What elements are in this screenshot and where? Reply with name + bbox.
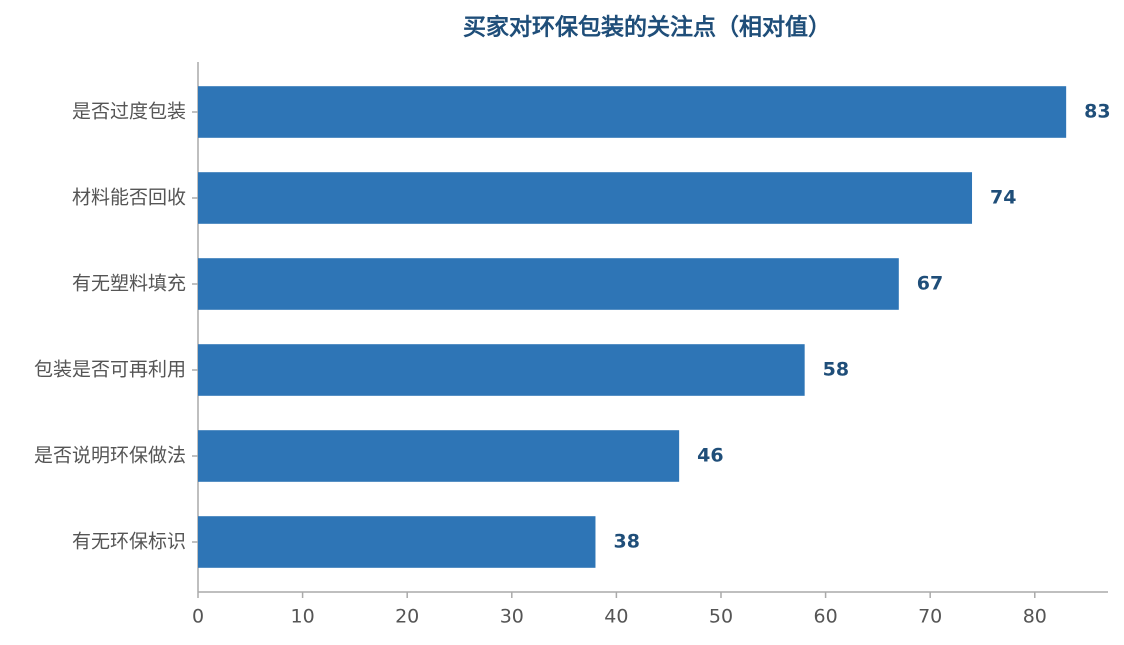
y-tick-label: 包装是否可再利用 [34,359,186,381]
y-tick-label: 是否过度包装 [72,101,186,123]
y-tick-label: 是否说明环保做法 [34,445,186,467]
x-tick-label: 40 [604,606,628,628]
x-tick-label: 50 [709,606,733,628]
x-tick-label: 70 [918,606,942,628]
x-tick-label: 80 [1023,606,1047,628]
y-tick-label: 材料能否回收 [72,187,186,209]
bar [198,344,805,396]
value-label: 46 [697,445,723,467]
bar [198,430,680,482]
value-label: 67 [917,273,943,295]
chart-title: 买家对环保包装的关注点（相对值） [463,14,831,41]
y-tick-label: 有无塑料填充 [72,273,186,295]
x-tick-label: 10 [291,606,315,628]
value-label: 74 [990,187,1016,209]
y-tick-label: 有无环保标识 [72,531,186,553]
x-tick-label: 30 [500,606,524,628]
bar [198,258,899,310]
x-tick-label: 60 [813,606,837,628]
value-label: 38 [613,531,639,553]
bar [198,172,973,224]
x-tick-label: 20 [395,606,419,628]
x-tick-label: 0 [192,606,204,628]
value-label: 58 [823,359,849,381]
bar [198,516,596,568]
bar [198,86,1067,138]
value-label: 83 [1084,101,1110,123]
